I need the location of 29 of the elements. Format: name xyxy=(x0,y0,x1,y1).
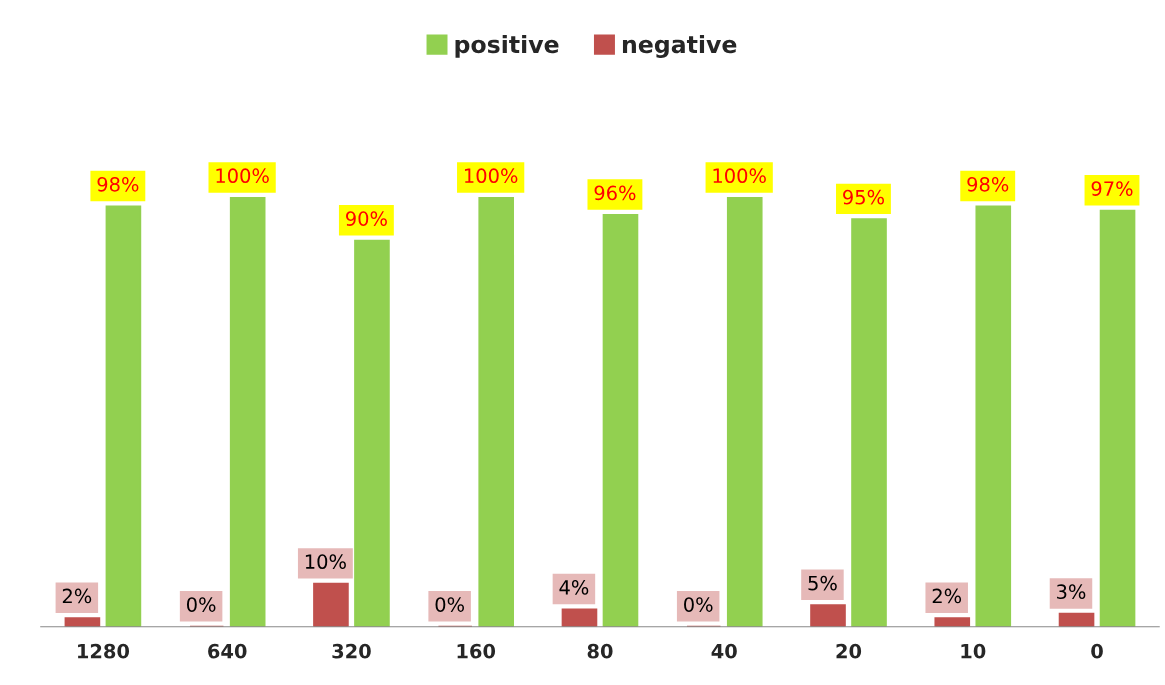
data-label: 100% xyxy=(713,168,766,184)
data-label: 10% xyxy=(305,554,346,570)
data-label: 2% xyxy=(62,588,92,604)
data-label: 4% xyxy=(559,580,589,595)
data-label: 0% xyxy=(186,597,216,612)
data-label: 100% xyxy=(465,168,518,184)
data-label: 0% xyxy=(435,597,464,612)
x-tick-label: 40 xyxy=(711,643,737,659)
data-label: 100% xyxy=(216,168,269,184)
data-label: 95% xyxy=(843,189,884,205)
data-label: 97% xyxy=(1091,181,1133,196)
data-label: 98% xyxy=(967,176,1009,192)
data-label: 98% xyxy=(97,176,139,192)
x-tick-label: 20 xyxy=(836,643,862,659)
data-label: 3% xyxy=(1057,584,1086,600)
x-tick-label: 10 xyxy=(961,643,986,659)
legend-label: negative xyxy=(622,34,737,58)
data-label: 5% xyxy=(808,575,837,591)
x-tick-label: 0 xyxy=(1091,643,1103,659)
x-tick-label: 320 xyxy=(332,643,371,659)
legend-label: positive xyxy=(455,34,559,58)
x-tick-label: 80 xyxy=(587,643,613,659)
data-label: 90% xyxy=(346,211,387,226)
data-label: 2% xyxy=(932,588,962,604)
x-tick-label: 1280 xyxy=(78,643,130,659)
data-label: 0% xyxy=(684,597,713,612)
data-label: 96% xyxy=(594,185,636,201)
x-tick-label: 640 xyxy=(208,643,247,659)
x-tick-label: 160 xyxy=(457,643,496,659)
